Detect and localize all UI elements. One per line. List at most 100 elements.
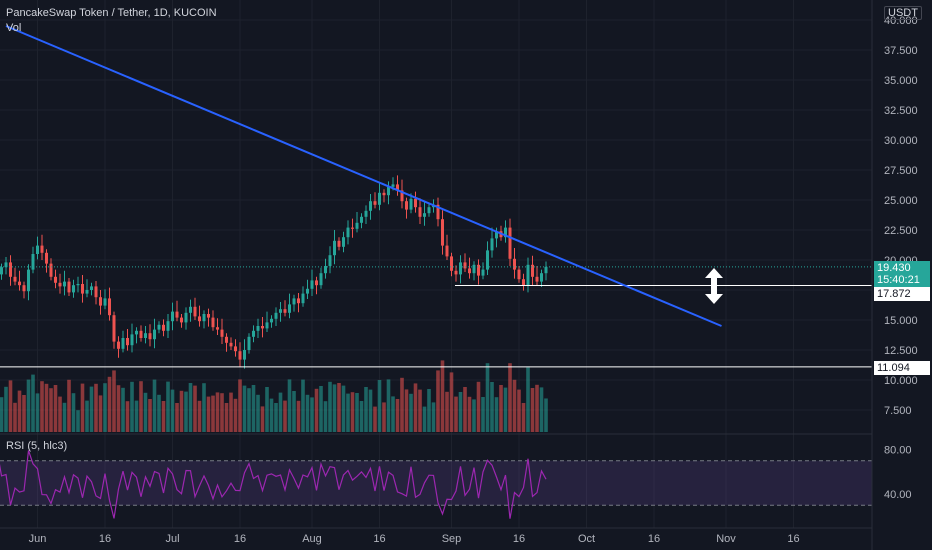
- volume-bar: [143, 392, 148, 432]
- volume-bar: [305, 394, 310, 432]
- time-axis-ticks: Jun 16 Jul 16 Aug 16 Sep 16 Oct 16 Nov 16: [29, 533, 800, 545]
- candle: [360, 216, 363, 223]
- candle: [328, 255, 332, 266]
- candle: [342, 237, 345, 247]
- currency-label[interactable]: USDT: [884, 6, 922, 20]
- candle: [427, 207, 431, 214]
- volume-bar: [413, 383, 418, 432]
- volume-bar: [377, 380, 382, 432]
- volume-bar: [463, 387, 467, 432]
- candle: [522, 279, 525, 286]
- rsi-title[interactable]: RSI (5, hlc3): [6, 440, 68, 452]
- candle: [490, 238, 494, 251]
- volume-bar: [368, 389, 373, 432]
- volume-bar: [400, 377, 404, 432]
- candle: [85, 290, 89, 294]
- volume-bar: [202, 383, 206, 432]
- candle: [207, 314, 210, 318]
- price-tick-label: 10.000: [884, 375, 918, 387]
- candle: [301, 293, 305, 304]
- candle: [81, 284, 84, 294]
- volume-bar: [427, 389, 431, 432]
- volume-bar: [116, 385, 121, 432]
- volume-bar: [233, 398, 238, 432]
- volume-bar: [494, 397, 499, 432]
- horizontal-levels: [0, 266, 872, 368]
- volume-bar: [382, 402, 386, 432]
- volume-bar: [436, 370, 440, 432]
- volume-bar: [530, 388, 535, 432]
- volume-bar: [22, 395, 26, 432]
- candle: [405, 201, 408, 210]
- volume-bar: [395, 399, 400, 432]
- volume-bar: [350, 392, 355, 432]
- volume-bar: [94, 383, 98, 432]
- volume-bar: [314, 388, 319, 432]
- candle: [220, 329, 224, 337]
- volume-bar: [409, 393, 413, 432]
- volume-bar: [454, 396, 458, 432]
- time-tick-label: Oct: [578, 533, 595, 545]
- candle: [157, 324, 161, 330]
- volume-bar: [355, 393, 359, 432]
- candle: [481, 269, 485, 276]
- candle: [45, 252, 48, 264]
- candle: [445, 245, 449, 257]
- candle: [103, 298, 107, 306]
- candle: [454, 270, 458, 275]
- support-level-tag: 17.872: [874, 287, 930, 301]
- volume-bar: [337, 383, 341, 432]
- candle: [49, 263, 53, 277]
- candle: [238, 351, 242, 360]
- volume-bar: [161, 401, 166, 432]
- rsi-pane: [0, 450, 872, 519]
- volume-bar: [175, 403, 179, 432]
- volume-bar: [499, 385, 503, 432]
- candle: [144, 333, 147, 338]
- volume-bar: [323, 401, 328, 432]
- candle: [274, 312, 278, 319]
- volume-bar: [157, 394, 161, 432]
- candle: [508, 227, 512, 259]
- volume-bar: [49, 388, 53, 432]
- candle: [90, 286, 93, 290]
- volume-label[interactable]: Vol: [6, 22, 22, 34]
- candle: [364, 210, 368, 217]
- price-tick-label: 7.500: [884, 405, 912, 417]
- volume-bar: [404, 389, 409, 432]
- volume-bar: [467, 396, 472, 432]
- candle: [382, 192, 386, 196]
- candle: [36, 245, 39, 254]
- candle: [261, 326, 264, 329]
- volume-bar: [125, 401, 130, 432]
- volume-bar: [13, 402, 17, 432]
- volume-bar: [98, 395, 103, 432]
- price-tick-label: 27.500: [884, 165, 918, 177]
- double-arrow-icon: [705, 268, 723, 304]
- candle: [423, 213, 426, 217]
- volume-bar: [332, 384, 337, 432]
- volume-bar: [229, 392, 233, 432]
- volume-bar: [278, 392, 283, 432]
- volume-bar: [274, 403, 278, 432]
- volume-bar: [152, 379, 157, 432]
- volume-bar: [287, 379, 292, 432]
- volume-bar: [184, 391, 188, 432]
- volume-bar: [449, 372, 454, 432]
- volume-bar: [58, 396, 62, 432]
- volume-bar: [8, 380, 13, 432]
- volume-bar: [319, 386, 323, 432]
- candle: [337, 240, 341, 247]
- volume-bar: [53, 385, 58, 432]
- candle: [229, 342, 233, 347]
- candle: [319, 273, 323, 286]
- candle: [504, 227, 507, 238]
- candle: [40, 245, 44, 253]
- symbol-line[interactable]: PancakeSwap Token / Tether, 1D, KUCOIN: [6, 7, 217, 19]
- candle: [288, 304, 291, 313]
- candle: [216, 327, 219, 330]
- volume-bar: [310, 397, 314, 432]
- candle: [247, 336, 251, 350]
- candle: [225, 336, 228, 343]
- volume-bar: [283, 400, 287, 432]
